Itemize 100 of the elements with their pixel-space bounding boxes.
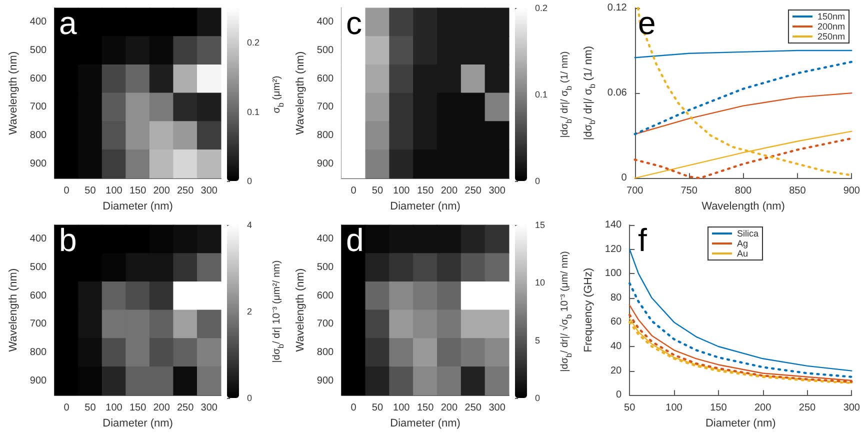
legend-label: Silica <box>737 228 759 238</box>
y-tick-label: 500 <box>30 262 48 274</box>
x-tick-label: 50 <box>372 402 384 414</box>
color-bar-title: |dσb/ dr| 10⁻³ (μm²/ nm) <box>272 260 286 363</box>
y-tick-label: 400 <box>316 16 334 28</box>
y-tick-label: 100 <box>604 268 622 280</box>
legend-label: 200nm <box>817 22 846 32</box>
chart-title: e <box>638 5 656 41</box>
x-tick-label: 0 <box>64 186 70 197</box>
y-axis-title: Wavelength (nm) <box>8 51 20 135</box>
x-axis-title: Diameter (nm) <box>390 200 460 212</box>
x-tick-label: 0 <box>350 186 357 197</box>
color-bar-label: 4 <box>247 220 252 230</box>
chart-title: d <box>346 222 364 258</box>
x-tick-label: 100 <box>106 186 123 197</box>
y-tick-label: 500 <box>316 45 334 56</box>
y-tick-label: 800 <box>30 347 48 358</box>
y-axis-title: Wavelength (nm) <box>294 268 306 352</box>
color-bar-title: |dσb/ dr|/ σb (1/ nm) <box>560 51 574 138</box>
x-axis-title: Diameter (nm) <box>102 200 173 212</box>
y-axis-title: |dσb/ dr|/ σb (1/ nm) <box>582 46 597 140</box>
x-tick-label: 200 <box>153 186 170 197</box>
y-tick-label: 0 <box>621 172 628 184</box>
x-tick-label: 900 <box>843 186 860 197</box>
x-tick-label: 850 <box>789 186 806 197</box>
color-bar-label: 0 <box>247 393 252 403</box>
x-tick-label: 50 <box>84 186 96 197</box>
legend-label: 150nm <box>817 12 846 22</box>
color-bar-label: 0 <box>535 176 540 186</box>
y-tick-label: 0 <box>616 390 622 401</box>
x-axis-title: Diameter (nm) <box>102 418 173 430</box>
color-bar-label: 0.1 <box>247 106 260 117</box>
y-tick-label: 900 <box>316 158 334 170</box>
x-tick-label: 50 <box>372 186 384 197</box>
y-tick-label: 900 <box>30 158 48 170</box>
x-tick-label: 100 <box>106 402 123 414</box>
y-tick-label: 800 <box>30 130 48 142</box>
x-tick-label: 100 <box>666 402 683 414</box>
x-tick-label: 200 <box>440 402 458 414</box>
x-axis-title: Wavelength (nm) <box>702 200 785 212</box>
y-tick-label: 500 <box>30 45 48 56</box>
x-tick-label: 0 <box>350 402 357 414</box>
y-tick-label: 500 <box>316 262 334 274</box>
y-tick-label: 0.12 <box>607 2 628 14</box>
color-bar-label: 0.1 <box>535 90 548 100</box>
x-tick-label: 300 <box>488 402 506 414</box>
line-series <box>634 60 853 136</box>
chart-title: a <box>59 5 77 41</box>
chart-title: c <box>346 5 362 41</box>
x-tick-label: 750 <box>680 186 698 197</box>
y-axis-title: Frequency (GHz) <box>582 268 594 352</box>
x-tick-label: 300 <box>488 186 506 197</box>
y-tick-label: 60 <box>610 316 622 328</box>
x-tick-label: 250 <box>464 402 482 414</box>
legend-label: Ag <box>737 238 748 248</box>
x-tick-label: 300 <box>200 402 218 414</box>
color-bar-label: 15 <box>535 220 546 230</box>
x-tick-label: 300 <box>200 186 218 197</box>
y-tick-label: 600 <box>30 73 48 84</box>
y-tick-label: 600 <box>316 73 334 84</box>
y-tick-label: 0.06 <box>607 88 628 99</box>
y-tick-label: 700 <box>316 102 334 113</box>
x-tick-label: 150 <box>416 402 434 414</box>
x-tick-label: 200 <box>440 186 458 197</box>
y-tick-label: 400 <box>316 234 334 245</box>
color-bar-title: σb (μm²) <box>272 76 286 114</box>
x-axis-title: Diameter (nm) <box>390 418 460 430</box>
chart-title: b <box>59 222 77 258</box>
y-tick-label: 120 <box>604 244 622 255</box>
x-axis-title: Diameter (nm) <box>705 418 776 430</box>
color-bar-label: 2 <box>247 306 252 316</box>
x-tick-label: 150 <box>416 186 434 197</box>
y-tick-label: 900 <box>30 375 48 386</box>
x-tick-label: 200 <box>153 402 170 414</box>
x-tick-label: 150 <box>710 402 728 414</box>
x-tick-label: 250 <box>798 402 816 414</box>
x-tick-label: 700 <box>626 186 644 197</box>
chart-title: f <box>638 222 647 258</box>
x-tick-label: 800 <box>734 186 752 197</box>
y-tick-label: 20 <box>610 365 622 376</box>
line-series <box>634 50 852 58</box>
x-tick-label: 100 <box>393 186 410 197</box>
x-tick-label: 250 <box>176 402 194 414</box>
color-bar-label: 5 <box>535 335 540 346</box>
x-tick-label: 250 <box>464 186 482 197</box>
x-tick-label: 200 <box>754 402 772 414</box>
y-tick-label: 600 <box>316 290 334 302</box>
x-tick-label: 100 <box>393 402 410 414</box>
y-tick-label: 140 <box>604 220 622 230</box>
x-tick-label: 50 <box>84 402 96 414</box>
y-tick-label: 800 <box>316 347 334 358</box>
legend-label: Au <box>737 248 748 258</box>
y-tick-label: 800 <box>316 130 334 142</box>
line-series <box>628 282 853 378</box>
x-tick-label: 0 <box>64 402 70 414</box>
color-bar-label: 0.2 <box>247 38 260 48</box>
y-tick-label: 900 <box>316 375 334 386</box>
color-bar-title: |dσb/ dr|/ √σb 10⁻³ (μm/ nm) <box>560 251 574 372</box>
x-tick-label: 300 <box>843 402 860 414</box>
y-tick-label: 700 <box>316 318 334 330</box>
